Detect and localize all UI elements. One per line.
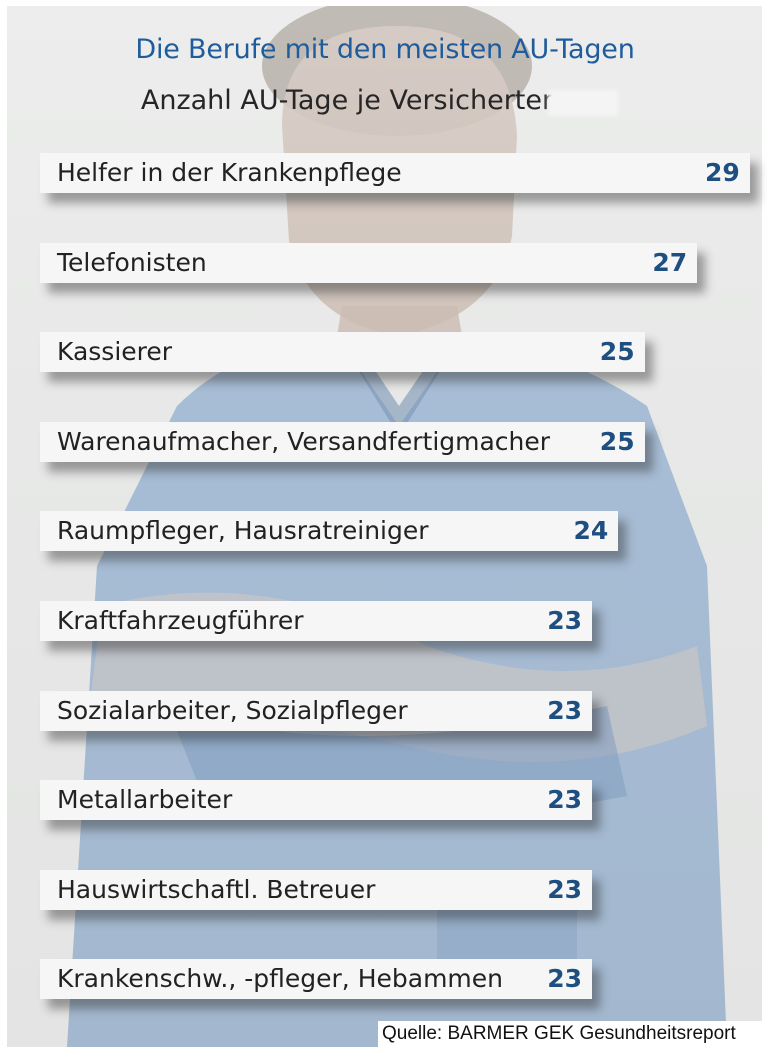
chart-subtitle: Anzahl AU-Tage je Versicherten bbox=[140, 85, 560, 116]
bar-value-label: 24 bbox=[573, 516, 609, 546]
bar-value-label: 23 bbox=[547, 874, 582, 904]
bar-category-label: Telefonisten bbox=[57, 247, 207, 277]
bar: Kassierer 25 bbox=[40, 332, 645, 373]
bar: Telefonisten 27 bbox=[40, 242, 698, 283]
bar-value-label: 23 bbox=[547, 785, 582, 815]
bar: Kraftfahrzeugführer 23 bbox=[40, 601, 592, 641]
bar-value-label: 23 bbox=[547, 606, 582, 635]
bar-category-label: Raumpfleger, Hausratreiniger bbox=[57, 516, 429, 546]
bar-value-label: 27 bbox=[652, 247, 688, 277]
chart-title: Die Berufe mit den meisten AU-Tagen bbox=[135, 34, 635, 65]
source-note: Quelle: BARMER GEK Gesundheitsreport bbox=[378, 1021, 766, 1047]
bar: Krankenschw., -pfleger, Hebammen 23 bbox=[40, 959, 592, 1000]
bar: Helfer in der Krankenpflege 29 bbox=[40, 153, 750, 193]
bar: Hauswirtschaftl. Betreuer 23 bbox=[40, 869, 592, 910]
bar-category-label: Krankenschw., -pfleger, Hebammen bbox=[57, 964, 503, 994]
bar-value-label: 23 bbox=[547, 964, 582, 994]
bar-value-label: 25 bbox=[599, 337, 635, 367]
bar-category-label: Helfer in der Krankenpflege bbox=[57, 158, 402, 187]
bar-value-label: 25 bbox=[599, 426, 635, 456]
bar-value-label: 29 bbox=[705, 158, 740, 187]
subtitle-redaction-mark bbox=[548, 90, 618, 116]
bar-category-label: Sozialarbeiter, Sozialpfleger bbox=[57, 695, 408, 725]
bar-category-label: Kassierer bbox=[57, 337, 173, 367]
bar-value-label: 23 bbox=[547, 695, 582, 725]
bar-category-label: Kraftfahrzeugführer bbox=[57, 606, 304, 635]
bar-category-label: Hauswirtschaftl. Betreuer bbox=[57, 874, 376, 904]
bar: Metallarbeiter 23 bbox=[40, 780, 592, 821]
bar: Warenaufmacher, Versandfertigmacher 25 bbox=[40, 421, 645, 462]
bar-category-label: Metallarbeiter bbox=[57, 785, 233, 815]
bar: Raumpfleger, Hausratreiniger 24 bbox=[40, 511, 619, 552]
bar-category-label: Warenaufmacher, Versandfertigmacher bbox=[57, 426, 551, 456]
bar: Sozialarbeiter, Sozialpfleger 23 bbox=[40, 690, 592, 731]
